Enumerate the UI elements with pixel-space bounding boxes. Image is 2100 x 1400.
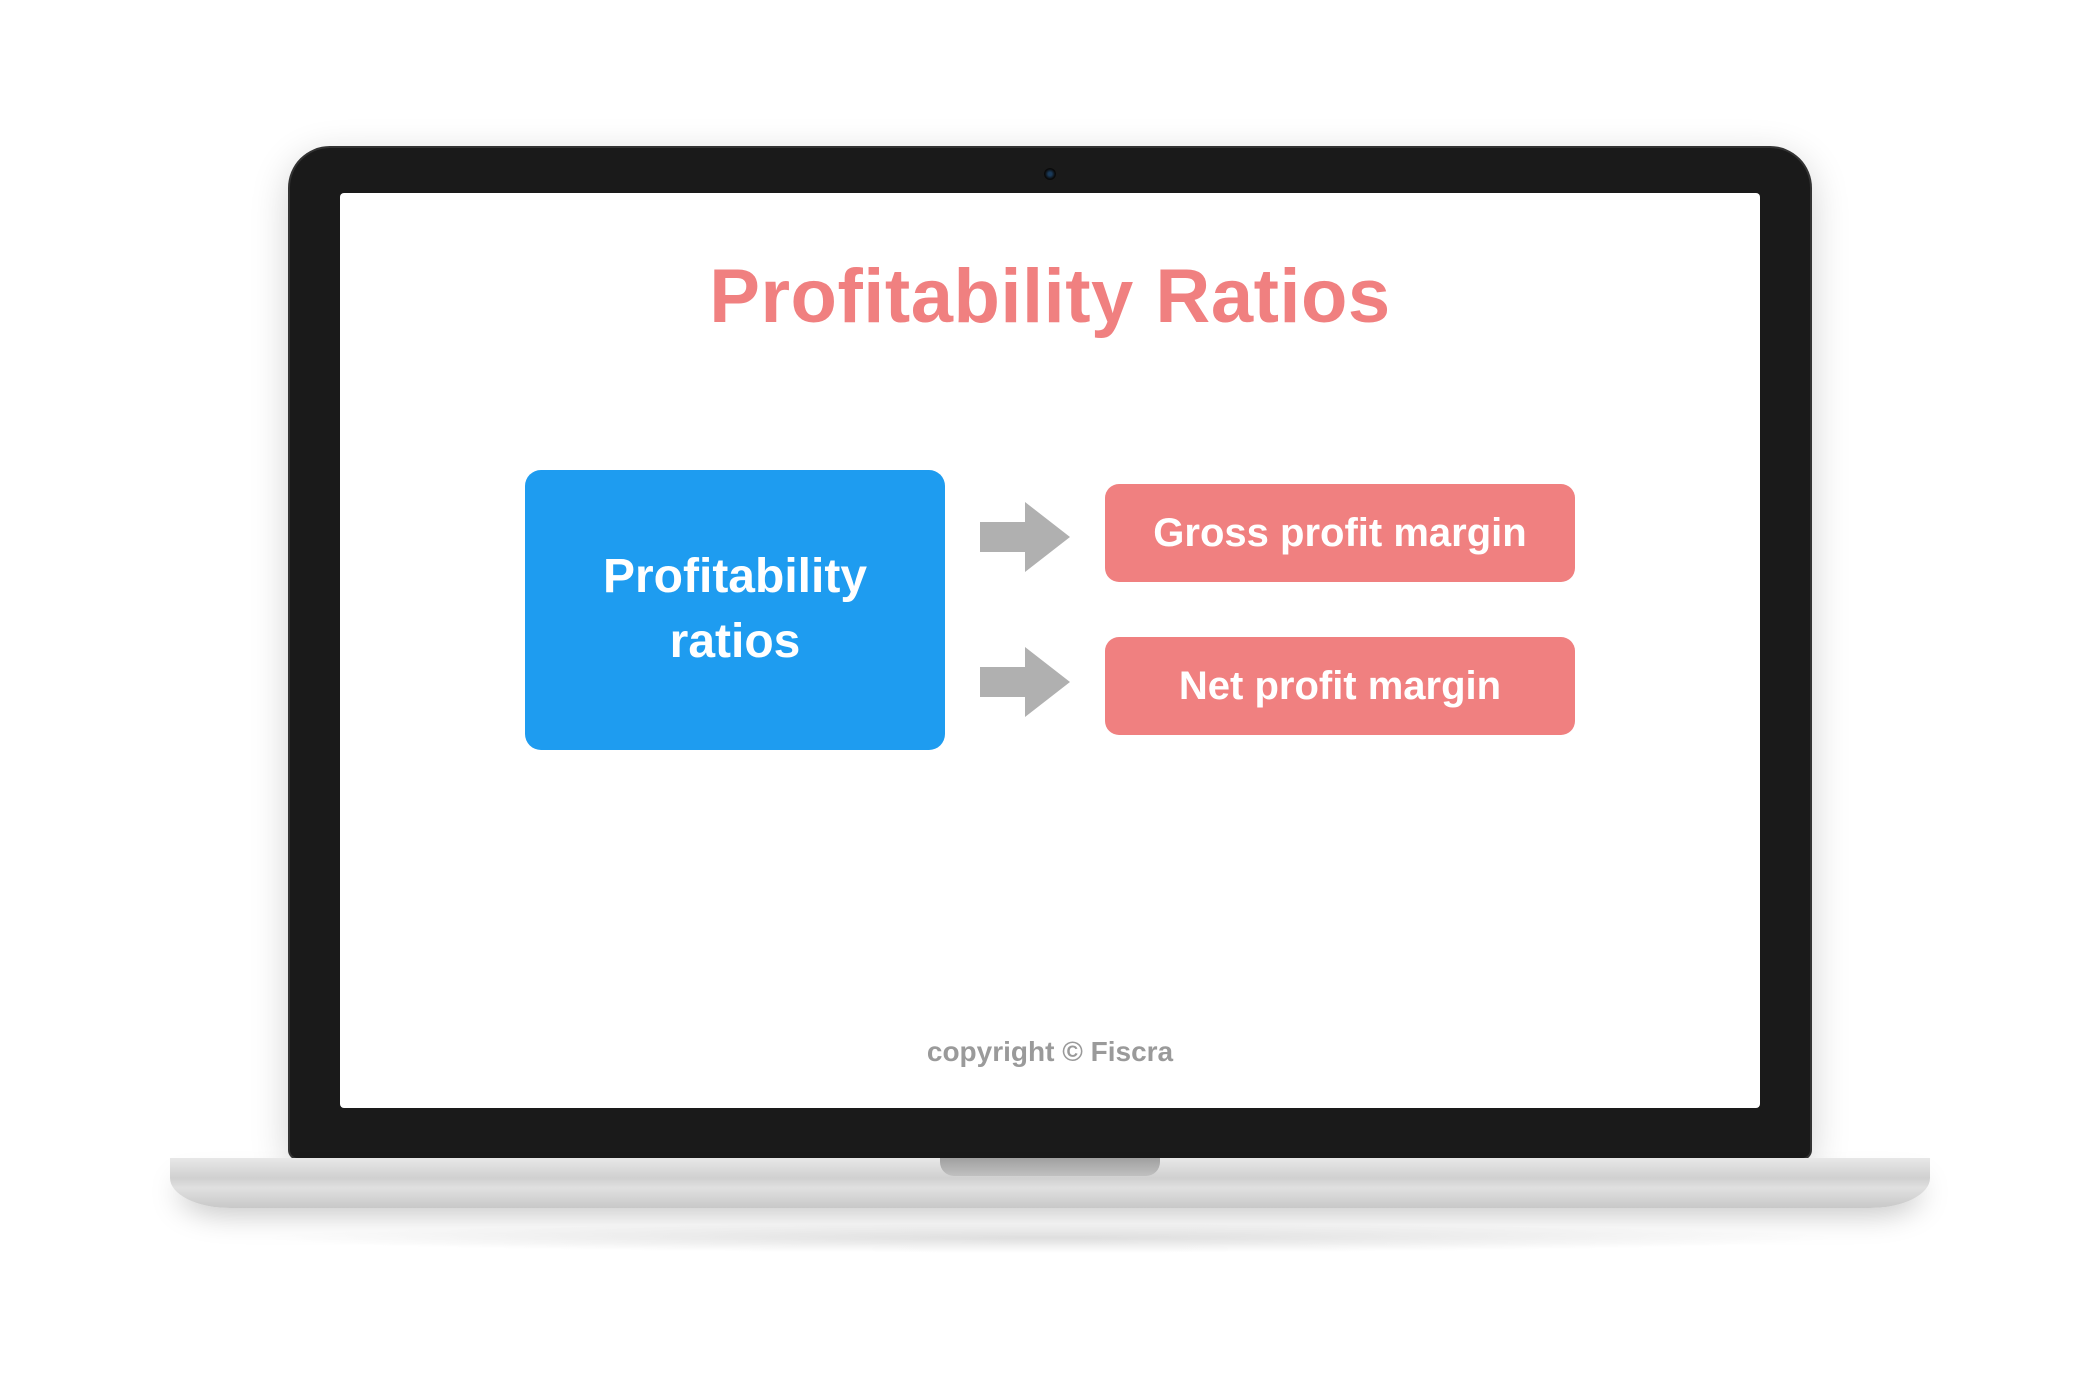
laptop-mockup: Profitability Ratios Profitability ratio… xyxy=(170,148,1930,1253)
laptop-shadow xyxy=(250,1223,1850,1253)
flowchart-diagram: Profitability ratios Gross profit margin… xyxy=(410,470,1690,750)
source-node-profitability-ratios: Profitability ratios xyxy=(525,470,945,750)
slide-title: Profitability Ratios xyxy=(709,253,1390,340)
arrow-right-icon xyxy=(980,642,1070,722)
copyright-text: copyright © Fiscra xyxy=(927,1036,1173,1068)
laptop-base xyxy=(170,1158,1930,1208)
targets-column: Gross profit margin Net profit margin xyxy=(1105,484,1575,735)
slide-screen: Profitability Ratios Profitability ratio… xyxy=(340,193,1760,1108)
arrows-column xyxy=(980,497,1070,722)
laptop-screen-frame: Profitability Ratios Profitability ratio… xyxy=(290,148,1810,1158)
target-node-net-profit-margin: Net profit margin xyxy=(1105,637,1575,735)
camera-icon xyxy=(1044,168,1056,180)
target-node-gross-profit-margin: Gross profit margin xyxy=(1105,484,1575,582)
arrow-right-icon xyxy=(980,497,1070,577)
